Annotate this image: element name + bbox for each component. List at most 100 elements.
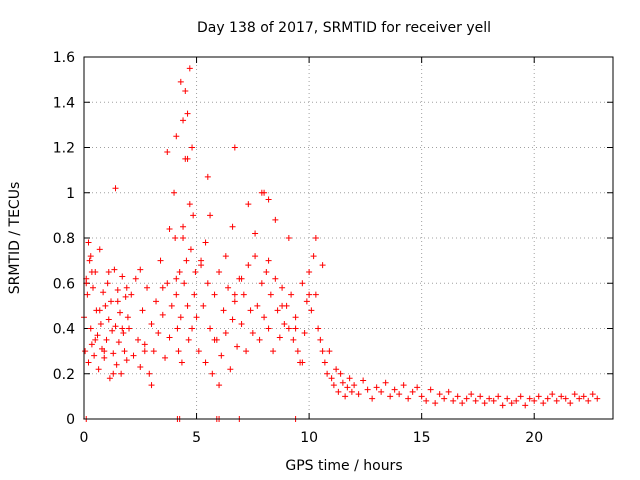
data-point [531,397,538,404]
data-point [123,357,130,364]
grid-lines [84,57,613,419]
data-point [265,257,272,264]
data-point [427,386,434,393]
data-point [261,314,268,321]
data-point [441,395,448,402]
data-point [101,348,108,355]
data-point [90,284,97,291]
data-point [227,366,234,373]
data-point [207,325,214,332]
data-point [231,291,238,298]
data-point [164,280,171,287]
data-point [463,395,470,402]
data-point [229,223,236,230]
data-point [252,253,259,260]
data-point [319,262,326,269]
y-tick-label: 0.4 [53,322,75,338]
data-point [339,379,346,386]
data-point [103,336,110,343]
data-point [326,348,333,355]
data-point [117,309,124,316]
data-point [562,395,569,402]
data-point [308,307,315,314]
data-point [396,391,403,398]
data-point [218,352,225,359]
data-point [549,391,556,398]
x-axis-label: GPS time / hours [285,458,402,474]
data-point [123,284,130,291]
data-point [176,268,183,275]
data-point [180,223,187,230]
data-point [281,320,288,327]
data-point [405,395,412,402]
data-point [247,307,254,314]
data-point [102,302,109,309]
data-point [222,253,229,260]
data-point [234,343,241,350]
data-point [558,393,565,400]
data-point [114,298,121,305]
data-point [261,189,268,196]
data-point [346,375,353,382]
data-point [288,291,295,298]
data-point [189,325,196,332]
data-point [344,384,351,391]
data-point [330,382,337,389]
data-point [477,393,484,400]
y-tick-label: 1.2 [53,141,75,157]
data-point [106,375,113,382]
data-point [238,320,245,327]
data-point [585,397,592,404]
data-point [124,314,131,321]
data-point [175,348,182,355]
data-point [285,325,292,332]
data-point [88,268,95,275]
data-point [263,268,270,275]
data-point [272,216,279,223]
data-point [342,393,349,400]
data-point [274,307,281,314]
data-point [185,336,192,343]
data-point [432,400,439,407]
data-point [181,280,188,287]
data-point [315,325,322,332]
data-point [186,201,193,208]
data-point [162,354,169,361]
data-point [504,395,511,402]
data-point [299,359,306,366]
data-point [132,275,139,282]
data-point [141,341,148,348]
data-point [100,289,107,296]
data-point [110,370,117,377]
data-point [387,393,394,400]
data-point [105,268,112,275]
data-point [279,302,286,309]
data-point [195,348,202,355]
data-point [190,212,197,219]
data-point [364,386,371,393]
data-point [109,327,116,334]
data-point [155,330,162,337]
data-point [137,266,144,273]
data-point [222,330,229,337]
data-point [159,284,166,291]
data-point [211,336,218,343]
data-point [84,291,91,298]
data-point [252,230,259,237]
data-point [256,336,263,343]
data-point [184,302,191,309]
data-point [292,314,299,321]
data-point [270,348,277,355]
data-point [306,268,313,275]
data-point [526,395,533,402]
data-point [303,298,310,305]
data-point [135,336,142,343]
y-axis-label: SRMTID / TECUs [7,182,23,295]
data-point [360,377,367,384]
data-point [180,235,187,241]
x-tick-label: 10 [300,430,318,446]
data-point [184,110,191,117]
data-point [118,370,125,377]
data-point [490,397,497,404]
data-point [576,395,583,402]
